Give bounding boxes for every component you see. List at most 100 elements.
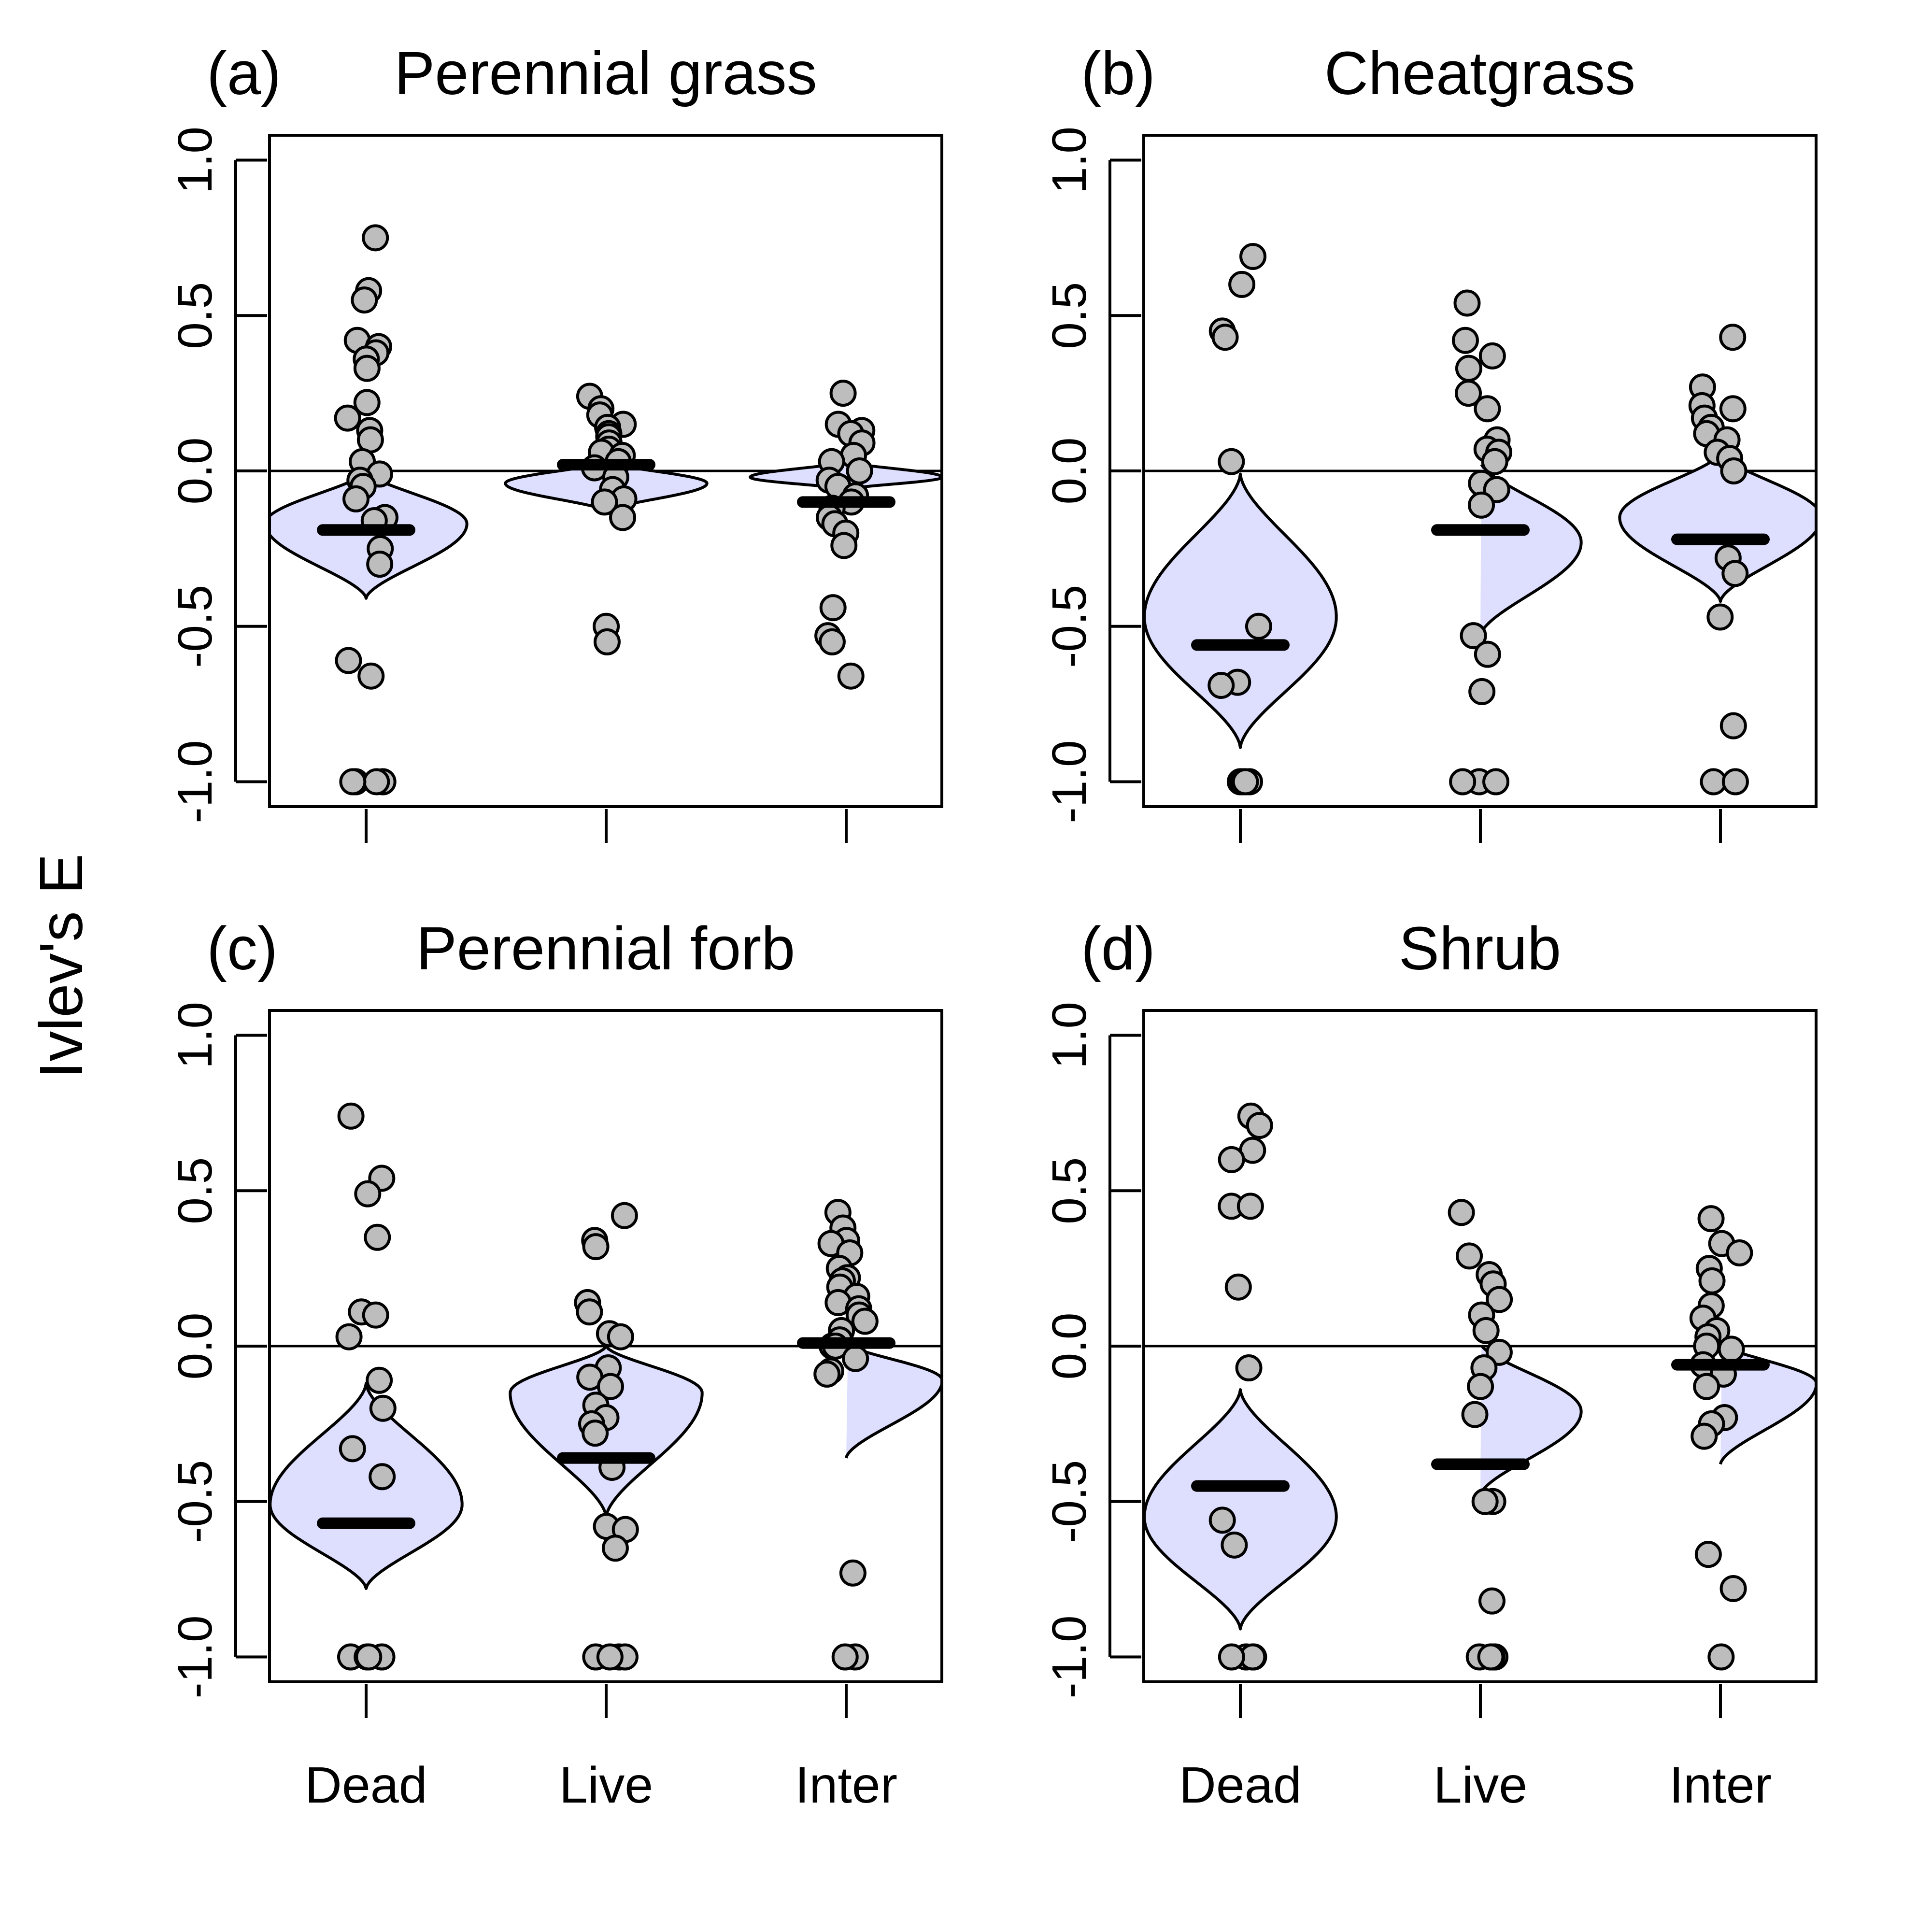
data-point (1719, 712, 1747, 739)
data-point (1208, 1506, 1236, 1534)
data-point (607, 1323, 634, 1350)
panel-title: Perennial forb (416, 914, 796, 982)
x-axis (1239, 809, 1722, 843)
data-point (1472, 1317, 1500, 1344)
panels: (a) Perennial grass -1.0 -0.5 0.0 0.5 1.0 (b) Ch… (168, 39, 1818, 1814)
y-tick-label: 0.5 (1042, 282, 1096, 349)
panel-1: (a) Perennial grass -1.0 -0.5 0.0 0.5 1.0 (168, 39, 943, 843)
data-point (1706, 603, 1734, 631)
category-label-dead: Dead (305, 1757, 427, 1814)
violin (1479, 1344, 1583, 1496)
data-point (362, 1301, 389, 1329)
data-point (1720, 457, 1747, 484)
data-point (1218, 1146, 1245, 1173)
panel-2: (b) Cheatgrass -1.0 -0.5 0.0 0.5 1.0 (1042, 39, 1818, 843)
group-live (504, 383, 709, 655)
data-point (1698, 1267, 1726, 1294)
violin (270, 1382, 464, 1590)
y-tick-label: 1.0 (168, 127, 222, 194)
panel-title: Shrub (1399, 914, 1561, 982)
data-point (1482, 768, 1510, 796)
group-inter (797, 1199, 942, 1671)
data-point (582, 1420, 609, 1447)
data-point (1448, 1199, 1475, 1226)
data-point (335, 1323, 363, 1350)
data-point (364, 1223, 391, 1251)
data-point (337, 1102, 365, 1130)
data-point (1719, 324, 1747, 351)
category-label-inter: Inter (1669, 1757, 1772, 1814)
y-tick-label: -1.0 (1042, 1615, 1096, 1698)
y-tick-label: -0.5 (1042, 585, 1096, 668)
data-point (576, 1298, 603, 1326)
violin (845, 1343, 942, 1459)
panel-letter: (a) (207, 39, 281, 107)
panel-letter: (b) (1081, 39, 1155, 107)
y-tick-label: -1.0 (1042, 740, 1096, 823)
violin (1719, 1344, 1816, 1465)
data-point (1211, 324, 1239, 351)
plot-area (1144, 242, 1816, 796)
data-point (1468, 678, 1496, 705)
data-point (342, 485, 370, 512)
panel-title: Perennial grass (394, 39, 817, 107)
x-axis: Dead Live Inter (1179, 1684, 1772, 1814)
category-label-live: Live (559, 1757, 653, 1814)
y-axis: -1.0 -0.5 0.0 0.5 1.0 (1042, 1002, 1141, 1699)
category-label-live: Live (1434, 1757, 1527, 1814)
data-point (1235, 1354, 1263, 1382)
data-point (1474, 395, 1501, 423)
group-inter (1618, 324, 1816, 796)
y-tick-label: 0.0 (1042, 1312, 1096, 1379)
data-point (813, 1360, 841, 1388)
data-point (1224, 1273, 1252, 1301)
data-point (591, 488, 618, 516)
panel-letter: (d) (1081, 914, 1155, 982)
data-point (839, 1559, 867, 1587)
y-tick-label: -0.5 (168, 1460, 222, 1543)
data-point (369, 1463, 396, 1491)
data-point (1236, 1193, 1264, 1220)
data-point (1693, 1373, 1720, 1400)
data-point (597, 1373, 624, 1400)
data-point (846, 457, 873, 484)
data-point (1468, 491, 1495, 519)
y-tick-label: 1.0 (168, 1002, 222, 1069)
data-point (1455, 380, 1482, 407)
data-point (353, 355, 381, 382)
data-point (355, 1643, 383, 1671)
data-point (1486, 1286, 1513, 1313)
data-point (1208, 672, 1235, 699)
data-point (357, 662, 385, 690)
y-tick-label: 0.0 (168, 437, 222, 504)
violin (1618, 451, 1816, 603)
data-point (1467, 1373, 1494, 1400)
data-point (1474, 640, 1501, 668)
violin (1479, 463, 1583, 636)
data-point (837, 662, 865, 690)
group-dead (270, 224, 469, 796)
category-label-dead: Dead (1179, 1757, 1301, 1814)
violin (1144, 472, 1338, 749)
panel-3: (c) Perennial forb -1.0 -0.5 0.0 0.5 1.0 Dead Li… (168, 914, 943, 1814)
y-axis-label: Ivlev's E (27, 853, 95, 1078)
y-axis: -1.0 -0.5 0.0 0.5 1.0 (1042, 127, 1141, 824)
data-point (611, 1202, 638, 1229)
data-point (334, 404, 361, 432)
y-axis: -1.0 -0.5 0.0 0.5 1.0 (168, 1002, 267, 1699)
data-point (1239, 242, 1267, 270)
data-point (1707, 1643, 1735, 1671)
plot-frame (268, 1009, 943, 1683)
y-tick-label: -0.5 (1042, 1460, 1096, 1543)
data-point (1228, 270, 1256, 298)
data-point (593, 628, 621, 655)
y-tick-label: -0.5 (168, 585, 222, 668)
data-point (851, 1307, 879, 1335)
group-live (1431, 1199, 1583, 1671)
plot-frame (1142, 1009, 1818, 1683)
data-point (609, 504, 637, 531)
data-point (596, 1643, 624, 1671)
y-tick-label: 0.0 (1042, 437, 1096, 504)
data-point (1690, 1422, 1718, 1450)
